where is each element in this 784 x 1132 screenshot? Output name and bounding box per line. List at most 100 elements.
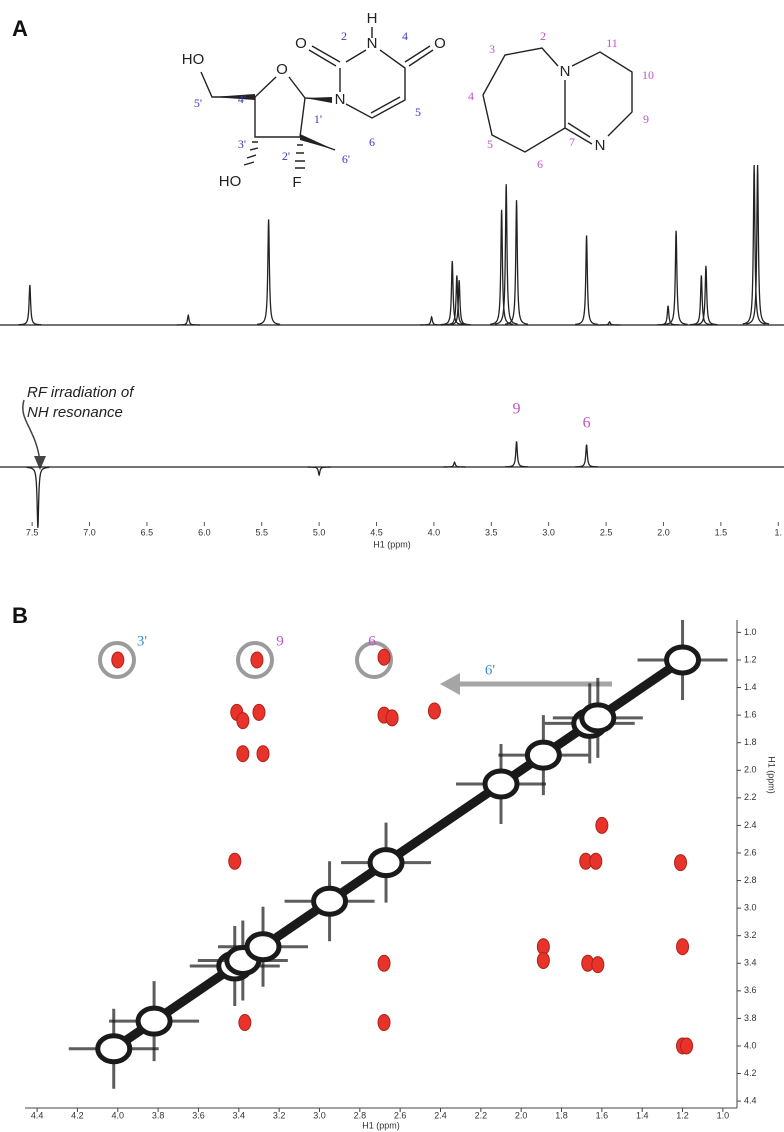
annotation: 6': [485, 662, 496, 678]
x-tick-label: 3.0: [542, 527, 555, 537]
x-tick-label: 2.0: [515, 1110, 528, 1120]
x-tick-label: 5.0: [313, 527, 326, 537]
atom-label: HO: [219, 173, 242, 190]
peak: [598, 320, 621, 326]
atom-label: O: [434, 35, 446, 52]
atom-label: N: [560, 63, 571, 80]
cross-peak: [427, 702, 441, 720]
peak: [689, 275, 713, 326]
cross-peak: [377, 648, 391, 666]
x-tick-label: 4.0: [428, 527, 441, 537]
locant: 1': [314, 112, 322, 126]
peak: [490, 209, 514, 325]
cross-peak: [256, 745, 270, 763]
arrow: [22, 399, 41, 463]
cross-peak: [250, 651, 264, 669]
peak: [664, 230, 688, 326]
locant: 2: [540, 29, 546, 43]
annotation: RF irradiation of: [27, 384, 135, 401]
peak: [443, 461, 467, 468]
peak: [18, 284, 42, 326]
y-tick-label: 3.6: [744, 985, 757, 995]
x-tick-label: 1.0: [717, 1110, 730, 1120]
y-tick-label: 4.4: [744, 1095, 757, 1105]
x-tick-label: 4.0: [112, 1110, 125, 1120]
locant: 9: [643, 112, 649, 126]
x-tick-label: 3.5: [485, 527, 498, 537]
locant: 3': [238, 137, 246, 151]
annotation: NH resonance: [27, 404, 123, 421]
locant: 2': [282, 149, 290, 163]
x-tick-label: 2.2: [475, 1110, 488, 1120]
x-tick-label: 7.0: [83, 527, 96, 537]
y-tick-label: 1.2: [744, 654, 757, 664]
diagonal-peak: [482, 768, 520, 800]
y-tick-label: 2.6: [744, 847, 757, 857]
locant: 10: [642, 68, 654, 82]
locant: 6: [369, 135, 375, 149]
peak-label: 9: [513, 401, 521, 418]
cross-peak: [238, 1014, 252, 1032]
locant: 6: [537, 157, 543, 171]
x-tick-label: 3.2: [273, 1110, 286, 1120]
cross-peak: [377, 954, 391, 972]
y-tick-label: 4.0: [744, 1040, 757, 1050]
peak: [257, 219, 281, 325]
y-tick-label: 1.4: [744, 682, 757, 692]
peak: [307, 466, 331, 477]
x-tick-label: 1.4: [636, 1110, 649, 1120]
x-tick-label: 2.8: [354, 1110, 367, 1120]
x-tick-label: 7.5: [26, 527, 39, 537]
diagonal-peak: [244, 931, 282, 963]
y-tick-label: 1.0: [744, 627, 757, 637]
locant: 4: [402, 29, 408, 43]
locant: 6': [342, 152, 350, 166]
atom-label: F: [292, 174, 301, 191]
y-tick-label: 2.8: [744, 875, 757, 885]
cross-peak: [111, 651, 125, 669]
x-tick-label: 4.4: [31, 1110, 44, 1120]
peak: [494, 184, 518, 325]
dbu-structure: N N 2 3 4 5 6 7 9 10 11: [468, 29, 654, 171]
panel-label: A: [12, 16, 28, 41]
x-tick-label: 4.5: [370, 527, 383, 537]
diagonal-peak: [367, 847, 405, 879]
y-tick-label: 1.6: [744, 709, 757, 719]
peak: [440, 260, 464, 326]
diagonal-peak: [311, 885, 349, 917]
x-tick-label: 2.0: [657, 527, 670, 537]
x-tick-label: 5.5: [255, 527, 268, 537]
locant: 2: [341, 29, 347, 43]
circles: [98, 641, 612, 695]
atom-label: H: [367, 10, 378, 27]
cross-peak: [377, 1014, 391, 1032]
cross-peak: [236, 712, 250, 730]
x-tick-label: 3.8: [152, 1110, 165, 1120]
peak: [176, 313, 200, 326]
peak: [694, 265, 718, 326]
locant: 5': [194, 96, 202, 110]
x-tick-label: 1.6: [596, 1110, 609, 1120]
x-tick-label: 3.4: [233, 1110, 246, 1120]
y-tick-label: 4.2: [744, 1068, 757, 1078]
atom-label: O: [295, 35, 307, 52]
cross-peak: [595, 816, 609, 834]
y-tick-label: 3.8: [744, 1013, 757, 1023]
atom-label: O: [276, 61, 288, 78]
x-tick-label: 3.0: [313, 1110, 326, 1120]
peak: [575, 235, 599, 326]
diagonal-peak: [579, 702, 617, 734]
atom-label: HO: [182, 51, 205, 68]
cross-peak: [674, 854, 688, 872]
y-tick-label: 2.0: [744, 765, 757, 775]
peak: [742, 164, 766, 325]
cross-peak: [589, 852, 603, 870]
y-tick-label: 3.2: [744, 930, 757, 940]
x-axis-title: H1 (ppm): [362, 1120, 400, 1130]
cross-peak: [591, 956, 605, 974]
x-tick-label: 2.6: [394, 1110, 407, 1120]
cross-peak: [236, 745, 250, 763]
locant: 7: [569, 135, 575, 149]
